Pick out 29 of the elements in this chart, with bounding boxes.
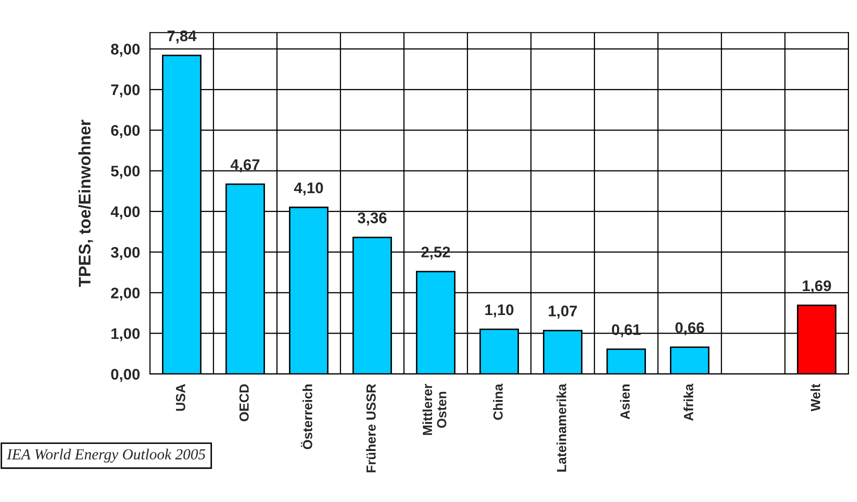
- x-tick-label: Österreich: [300, 384, 312, 450]
- data-label: 1,69: [802, 280, 831, 294]
- x-tick-label: USA: [176, 384, 186, 411]
- text: IEA World Energy Outlook 2005: [6, 448, 206, 463]
- y-axis-title: TPES, toe/Einwohner: [78, 120, 93, 287]
- data-label: 3,36: [358, 212, 387, 226]
- x-tick-label: China: [493, 384, 503, 420]
- y-tick-label: 0,00: [111, 368, 140, 382]
- y-tick-label: 1,00: [111, 328, 140, 342]
- x-tick-label: Frühere USSR: [366, 384, 376, 472]
- data-label: 1,10: [485, 304, 514, 318]
- x-tick-label: Afrika: [684, 384, 694, 421]
- data-label: 0,66: [675, 322, 704, 336]
- y-tick-label: 5,00: [110, 166, 140, 179]
- y-tick-label: 6,00: [111, 125, 140, 138]
- y-tick-label: 2,00: [111, 288, 140, 301]
- x-tick-label: Lateinamerika: [556, 384, 566, 472]
- x-tick-label: OECD: [239, 384, 249, 422]
- x-tick-label: Mittlerer Osten: [422, 384, 446, 435]
- y-tick-label: 8,00: [111, 44, 140, 57]
- data-label: 4,67: [230, 159, 260, 172]
- data-label: 4,10: [294, 182, 323, 196]
- y-tick-label: 3,00: [110, 246, 140, 260]
- x-tick-label: Asien: [620, 384, 630, 420]
- x-tick-label: Welt: [810, 384, 820, 412]
- y-tick-label: 4,00: [110, 206, 140, 220]
- data-label: 1,07: [548, 306, 577, 319]
- data-label: 7,84: [168, 30, 197, 44]
- y-tick-label: 7,00: [111, 84, 140, 98]
